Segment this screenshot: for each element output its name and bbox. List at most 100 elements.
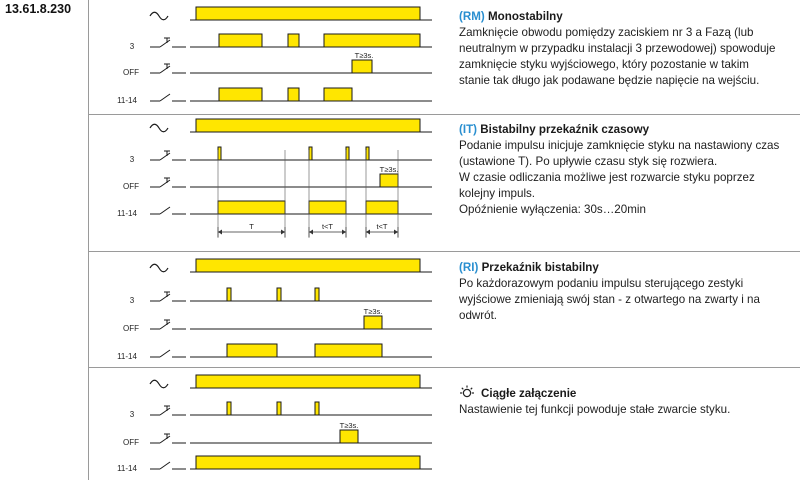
output-contact-blade [159,461,171,470]
section-divider-3 [89,367,800,368]
section-it: (IT) Bistabilny przekaźnik czasowy Podan… [459,122,789,218]
it-dim-T-label: T [249,222,254,231]
signal-label-out: 11-14 [117,352,137,361]
off-contact-blade [159,65,171,74]
signal-label-off: OFF [123,182,139,191]
signal-label-off: OFF [123,68,139,77]
signal-label-3: 3 [130,155,135,164]
signal-label-3: 3 [130,42,135,51]
section-divider-2 [89,251,800,252]
rm-output-pulse [218,87,263,102]
section-it-line: Opóźnienie wyłączenia: 30s…20min [459,203,646,216]
it-dim-t2-arrow-left [366,229,370,235]
section-it-code: (IT) [459,123,478,136]
supply-icon [149,263,169,273]
supply-icon [149,123,169,133]
on-off-timing-label: T≥3s. [340,421,359,430]
section-ri-line: Po każdorazowym podaniu impulsu sterując… [459,277,744,290]
ri-input-pulse [226,287,232,302]
ri-input-pulse [276,287,282,302]
on-off-pulse [339,429,359,444]
signal-label-off: OFF [123,438,139,447]
section-it-title: Bistabilny przekaźnik czasowy [480,123,650,136]
it-dim-t1-label: t<T [322,222,333,231]
it-input-pulse [345,146,350,161]
it-supply-pulse [195,118,421,133]
it-input-pulse [308,146,313,161]
section-rm-title: Monostabilny [488,10,563,23]
rm-input-pulse [287,33,300,48]
section-on-title: Ciągłe załączenie [481,387,577,400]
output-contact-blade [159,93,171,102]
section-ri-code: (RI) [459,261,479,274]
it-output-pulse [308,200,347,215]
it-output-pulse [365,200,399,215]
section-it-line: W czasie odliczania możliwe jest rozwarc… [459,171,755,184]
rm-output-pulse [287,87,300,102]
input3-contact-blade [159,293,171,302]
rm-input-pulse [323,33,421,48]
signal-label-out: 11-14 [117,96,137,105]
section-rm-line: Zamknięcie obwodu pomiędzy zaciskiem nr … [459,26,754,39]
ri-output-pulse [226,343,278,358]
input3-contact-blade [159,152,171,161]
section-rm-line: neutralnym w przypadku instalacji 3 prze… [459,42,776,55]
signal-label-3: 3 [130,410,135,419]
section-rm-code: (RM) [459,10,485,23]
it-input-pulse [365,146,370,161]
it-dim-t2-arrow-right [394,229,398,235]
ri-supply-pulse [195,258,421,273]
signal-label-out: 11-14 [117,209,137,218]
on-supply-pulse [195,374,421,389]
rm-supply-pulse [195,6,421,21]
it-off-pulse [379,173,399,188]
it-dim-T-arrow-right [281,229,285,235]
off-contact-blade [159,179,171,188]
signal-label-3: 3 [130,296,135,305]
rm-output-pulse [323,87,353,102]
input3-contact-blade [159,39,171,48]
section-on: Ciągłe załączenie Nastawienie tej funkcj… [459,384,789,418]
section-rm-line: stanie tak długo jak podawane będzie nap… [459,74,760,87]
it-dim-t1-arrow-left [309,229,313,235]
input3-contact-blade [159,407,171,416]
section-rm-line: zamknięcie styku wyjściowego, który pozo… [459,58,749,71]
section-it-line: Podanie impulsu inicjuje zamknięcie styk… [459,139,780,152]
supply-icon [149,379,169,389]
section-rm: (RM) Monostabilny Zamknięcie obwodu pomi… [459,9,789,89]
output-contact-blade [159,206,171,215]
it-dim-t1-arrow-right [342,229,346,235]
section-divider-1 [89,114,800,115]
on-input-pulse [314,401,320,416]
signal-label-out: 11-14 [117,464,137,473]
on-output-pulse [195,455,421,470]
section-ri-title: Przekaźnik bistabilny [481,261,599,274]
ri-off-pulse [363,315,383,330]
section-it-line: kolejny impuls. [459,187,536,200]
rm-input-pulse [218,33,263,48]
it-input-pulse [217,146,222,161]
section-it-line: (ustawione T). Po upływie czasu styk się… [459,155,718,168]
ri-input-pulse [314,287,320,302]
it-dim-T-arrow-left [218,229,222,235]
on-input-pulse [226,401,232,416]
section-ri-line: odwrót. [459,309,498,322]
sun-icon [460,385,474,398]
rm-off-timing-label: T≥3s. [355,51,374,60]
it-output-pulse [217,200,286,215]
it-dim-t2-label: t<T [376,222,387,231]
ri-off-timing-label: T≥3s. [364,307,383,316]
section-ri-line: wyjściowe zmieniają swój stan - z otwart… [459,293,760,306]
rm-off-pulse [351,59,373,74]
supply-icon [149,11,169,21]
off-contact-blade [159,321,171,330]
ri-output-pulse [314,343,383,358]
section-on-line: Nastawienie tej funkcji powoduje stałe z… [459,403,731,416]
output-contact-blade [159,349,171,358]
it-off-timing-label: T≥3s. [380,165,399,174]
product-code: 13.61.8.230 [5,2,72,16]
signal-label-off: OFF [123,324,139,333]
on-input-pulse [276,401,282,416]
column-divider [88,0,89,480]
